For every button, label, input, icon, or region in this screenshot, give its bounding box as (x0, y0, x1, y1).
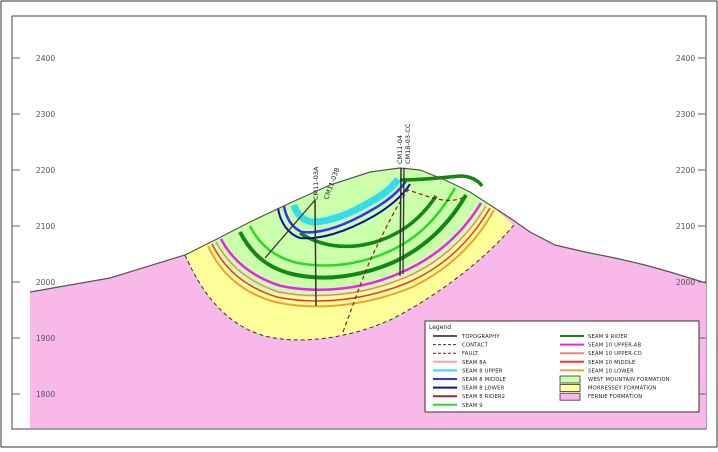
elevation-label-right-2400: 2400 (676, 54, 695, 63)
drill-hole-label-cm11-04: CM11-04 (396, 135, 404, 164)
legend-label-seam-10-lower: SEAM 10 LOWER (588, 368, 634, 374)
elevation-label-right-2100: 2100 (676, 222, 695, 231)
seam-10-upper-cd-band (215, 205, 487, 297)
legend-label-topography: TOPOGRAPHY (461, 334, 500, 340)
seam-9-green-outer-band (399, 174, 484, 188)
legend-right-column: SEAM 9 RIDER SEAM 10 UPPER-AB SEAM 10 UPPE… (559, 334, 670, 401)
plot-border (11, 15, 707, 430)
legend-label-fernie-formation: FERNIE FORMATION (588, 394, 642, 400)
legend-label-west-mountain-formation: WEST MOUNTAIN FORMATION (588, 377, 670, 383)
legend-label-seam-9-rider: SEAM 9 RIDER (588, 334, 628, 340)
elevation-axis-left: 2400 2300 2200 2100 2000 1900 1800 (12, 54, 55, 399)
drill-hole-cm11-03b-trace (264, 199, 316, 259)
drill-hole-cm11-04-trace (399, 167, 402, 277)
topography-line (29, 167, 707, 293)
legend-label-seam-8-rider2: SEAM 8 RIDER2 (462, 394, 505, 400)
elevation-label-left-1800: 1800 (36, 390, 55, 399)
legend-symbol-fernie-formation (559, 392, 581, 401)
elevation-label-right-2300: 2300 (676, 110, 695, 119)
seam-9-rider-upper-band (299, 195, 438, 249)
seam-bands (207, 174, 495, 308)
legend-label-seam-8-upper: SEAM 8 UPPER (462, 368, 503, 374)
legend: Legend TOPOGRAPHY CONTACT FAULT SEAM 8A SEAM… (424, 320, 700, 413)
seam-10-lower-band (207, 209, 495, 308)
legend-left-column: TOPOGRAPHY CONTACT FAULT SEAM 8A SEAM 8 UPPE… (433, 334, 506, 409)
legend-symbol-morressey-formation (559, 384, 581, 393)
drill-hole-cm11-03a-trace (314, 199, 317, 307)
legend-label-seam-9: SEAM 9 (462, 403, 483, 409)
fault-line (342, 189, 463, 333)
legend-label-seam-10-upper-ab: SEAM 10 UPPER-AB (588, 343, 642, 349)
legend-label-contact: CONTACT (462, 343, 489, 349)
legend-label-seam-10-middle: SEAM 10 MIDDLE (588, 360, 635, 366)
drill-hole-label-cm11-03a: CM11-03A (312, 166, 320, 200)
drill-hole-cm18-03-cc-trace (402, 167, 405, 275)
contact-line-lower (184, 224, 515, 341)
legend-label-morressey-formation: MORRESSEY FORMATION (588, 386, 656, 392)
seam-8-lower-band (277, 183, 411, 240)
seam-9-rider-band (238, 193, 468, 280)
seam-8-middle-band (282, 180, 408, 234)
seam-10-upper-ab-band (219, 202, 483, 291)
legend-label-seam-10-upper-cd: SEAM 10 UPPER-CD (588, 351, 642, 357)
legend-label-seam-8-middle: SEAM 8 MIDDLE (462, 377, 506, 383)
elevation-label-left-1900: 1900 (36, 334, 55, 343)
legend-symbol-west-mountain-formation (559, 375, 581, 384)
elevation-label-left-2100: 2100 (36, 222, 55, 231)
seam-10-middle-band (211, 207, 491, 302)
elevation-label-left-2200: 2200 (36, 166, 55, 175)
legend-label-fault: FAULT (462, 351, 479, 357)
elevation-label-right-2200: 2200 (676, 166, 695, 175)
elevation-label-left-2400: 2400 (36, 54, 55, 63)
elevation-label-right-2000: 2000 (676, 278, 695, 287)
elevation-label-left-2300: 2300 (36, 110, 55, 119)
legend-label-seam-8-lower: SEAM 8 LOWER (462, 386, 505, 392)
elevation-label-left-2000: 2000 (36, 278, 55, 287)
drill-hole-label-cm18-03-cc: CM18-03-CC (404, 123, 412, 164)
legend-label-seam-8a: SEAM 8A (462, 360, 487, 366)
legend-title: Legend (429, 324, 451, 331)
